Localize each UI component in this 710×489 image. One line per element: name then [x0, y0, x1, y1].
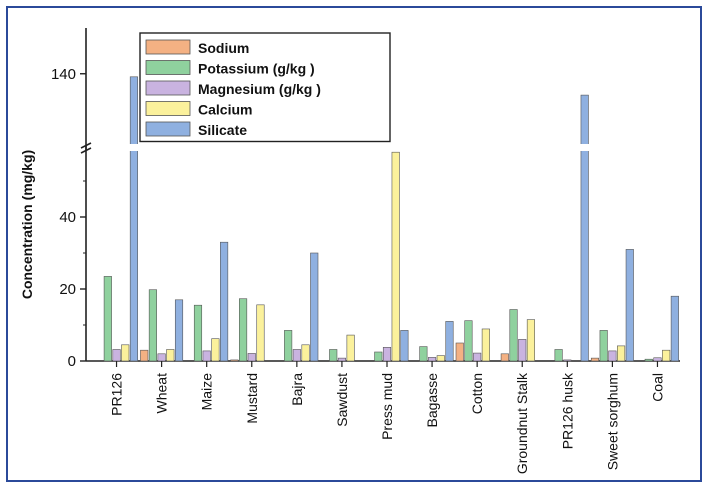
x-category-label: PR126 husk: [559, 372, 575, 449]
legend-label: Calcium: [198, 102, 252, 118]
bar: [310, 252, 319, 362]
x-category-label: Cotton: [469, 373, 485, 414]
x-category-label: Bagasse: [424, 373, 440, 428]
bar: [129, 76, 138, 151]
bar: [329, 349, 338, 362]
bar: [284, 330, 293, 362]
legend-swatch: [145, 60, 191, 75]
bar: [554, 349, 563, 362]
bar-break-gap: [579, 144, 590, 151]
bar: [166, 349, 175, 362]
x-category-label: Mustard: [244, 373, 260, 424]
bar: [599, 330, 608, 362]
bar: [121, 344, 130, 362]
bar: [580, 144, 589, 362]
bar: [230, 359, 239, 362]
bar: [445, 321, 454, 362]
y-tick-label: 40: [59, 209, 76, 226]
x-category-label: Sawdust: [334, 373, 350, 427]
bar: [509, 309, 518, 362]
bar: [103, 276, 112, 362]
legend-label: Potassium (g/kg ): [198, 61, 315, 77]
bar: [346, 334, 355, 362]
axis-break-mark: [80, 142, 92, 149]
bar: [662, 349, 671, 362]
bar: [211, 338, 220, 362]
bar: [157, 353, 166, 362]
bar: [580, 94, 589, 151]
bar: [400, 330, 409, 362]
legend-label: Magnesium (g/kg ): [198, 81, 321, 97]
x-category-label: Groundnut Stalk: [514, 372, 530, 474]
bar: [617, 345, 626, 362]
bar: [670, 295, 679, 362]
bar: [129, 144, 138, 362]
bar: [148, 289, 157, 362]
bar: [590, 357, 600, 362]
bar: [140, 349, 149, 362]
bar: [239, 298, 248, 362]
legend-label: Sodium: [198, 40, 249, 56]
x-category-label: Press mud: [379, 373, 395, 440]
x-category-label: Bajra: [289, 373, 305, 406]
bar: [256, 304, 265, 362]
axis-break-mark: [80, 147, 92, 154]
bar: [193, 304, 203, 362]
y-axis-title: Concentration (mg/kg): [19, 150, 35, 299]
y-tick-label: 140: [51, 66, 76, 83]
x-category-label: Maize: [199, 373, 215, 411]
bar: [608, 350, 617, 362]
bar: [563, 359, 572, 362]
x-category-label: Sweet sorghum: [604, 373, 620, 470]
bar: [464, 320, 473, 362]
bar-break-gap: [129, 144, 139, 151]
legend-label: Silicate: [198, 122, 247, 138]
bar: [419, 346, 428, 362]
bar: [202, 350, 211, 362]
bar: [337, 357, 346, 362]
bar: [374, 351, 383, 362]
bar: [526, 319, 535, 362]
bar: [391, 151, 400, 362]
y-tick-label: 0: [68, 353, 76, 370]
bar: [301, 344, 310, 362]
bar: [220, 241, 229, 362]
chart-frame: 0 20 40 140 Concentration (mg/kg) PR126 Wheat M…: [6, 6, 702, 482]
bar: [644, 358, 653, 362]
bar-chart: 0 20 40 140 Concentration (mg/kg) PR126 Wheat M…: [19, 28, 680, 474]
legend-swatch: [145, 101, 191, 116]
legend-swatch: [145, 39, 191, 55]
y-tick-label: 20: [59, 281, 76, 298]
bar: [382, 347, 392, 362]
legend-swatch: [145, 80, 191, 96]
bar: [428, 357, 437, 362]
x-category-label: Coal: [649, 373, 665, 402]
bar: [518, 339, 527, 362]
x-category-label: PR126: [109, 373, 125, 416]
bar: [500, 353, 509, 362]
bar: [112, 349, 121, 362]
bar: [625, 249, 634, 362]
bar: [473, 352, 482, 362]
bar: [653, 357, 662, 362]
bar: [247, 353, 256, 362]
bar: [436, 355, 445, 362]
bar: [174, 299, 184, 362]
x-category-label: Wheat: [154, 373, 170, 414]
legend-swatch: [145, 121, 191, 137]
bar: [292, 349, 301, 362]
bar: [481, 328, 490, 362]
bar: [455, 342, 464, 362]
